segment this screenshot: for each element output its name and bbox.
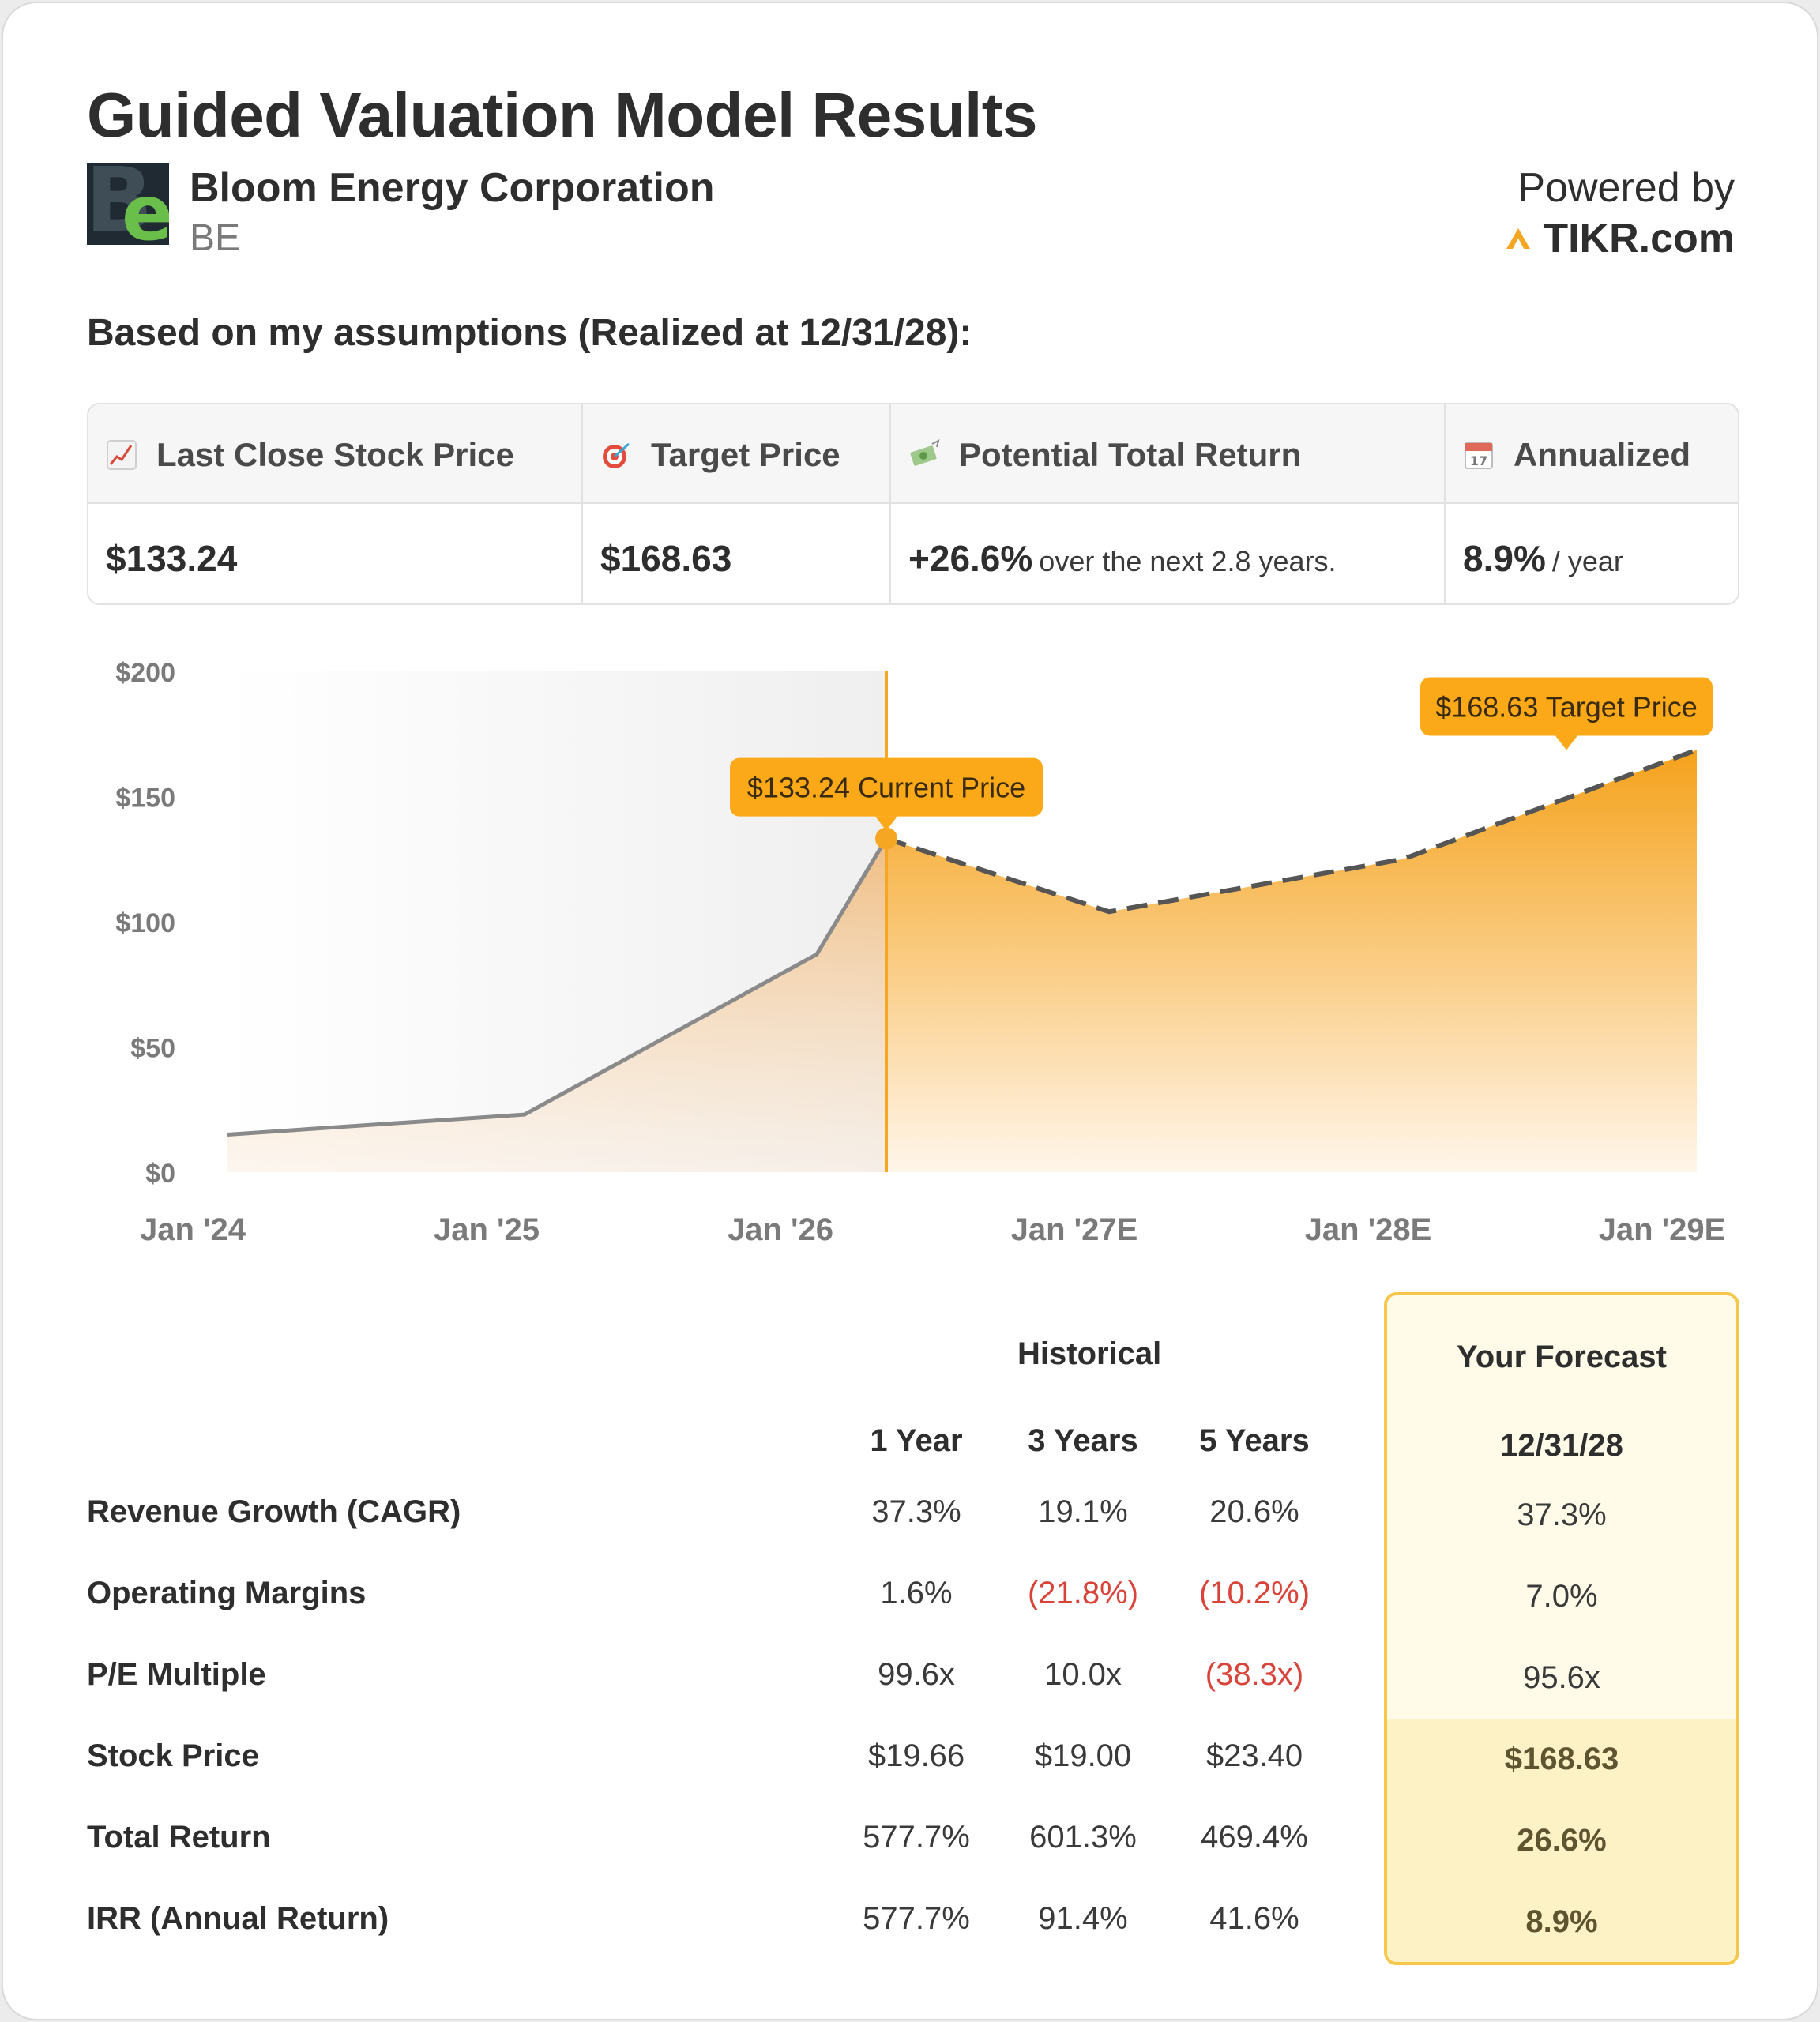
x-tick-label: Jan '27E [1011, 1212, 1138, 1247]
summary-label: Target Price [651, 436, 840, 473]
table-cell: 20.6% [1209, 1494, 1299, 1529]
forecast-line [886, 747, 1698, 915]
x-tick-label: Jan '26 [728, 1212, 833, 1247]
table-cell: $19.66 [867, 1738, 965, 1773]
row-label: P/E Multiple [87, 1657, 266, 1692]
table-cell: (21.8%) [1027, 1576, 1139, 1610]
table-cell: 19.1% [1038, 1494, 1128, 1529]
historical-line [227, 837, 889, 1137]
page-title: Guided Valuation Model Results [87, 80, 1037, 150]
y-tick-label: $0 [145, 1159, 175, 1189]
x-tick-label: Jan '24 [140, 1212, 246, 1247]
target-price-callout-label: $168.63 Target Price [1435, 690, 1698, 723]
row-label: IRR (Annual Return) [87, 1901, 389, 1936]
row-label: Operating Margins [87, 1576, 367, 1610]
historical-area [228, 838, 886, 1172]
last-close-value: $133.24 [106, 538, 238, 579]
price-chart: $200 $150 $100 $50 $0 Jan '24 Jan '25 Jan '26 Ja… [115, 658, 1726, 1247]
x-tick-label: Jan '28E [1305, 1212, 1432, 1247]
y-tick-label: $100 [115, 908, 175, 938]
table-cell: 99.6x [878, 1657, 955, 1692]
summary-col-total-return: Potential Total Return +26.6% over the ne… [889, 404, 1444, 603]
summary-table: Last Close Stock Price $133.24 Target Pr… [87, 403, 1739, 605]
summary-label: Annualized [1514, 436, 1691, 473]
svg-text:17: 17 [1470, 453, 1487, 468]
forecast-cell: 7.0% [1525, 1579, 1598, 1614]
current-price-callout-label: $133.24 Current Price [747, 772, 1025, 804]
x-tick-label: Jan '25 [434, 1212, 540, 1247]
calendar-icon: 17 [1463, 439, 1495, 471]
target-price-callout: $168.63 Target Price [1420, 677, 1713, 750]
forecast-cell: 95.6x [1523, 1660, 1600, 1695]
table-cell: (38.3x) [1205, 1657, 1304, 1692]
forecast-cell: 37.3% [1517, 1498, 1607, 1532]
row-label: Total Return [87, 1820, 271, 1855]
summary-label: Potential Total Return [959, 436, 1302, 473]
forecast-date: 12/31/28 [1500, 1428, 1623, 1463]
forecast-panel: Your Forecast 12/31/28 [1384, 1292, 1739, 1965]
forecast-cell: 26.6% [1517, 1823, 1607, 1858]
total-return-suffix: over the next 2.8 years. [1039, 545, 1337, 577]
target-price-callout-box [1420, 677, 1713, 736]
table-cell: $19.00 [1034, 1738, 1132, 1773]
table-cell: 1.6% [880, 1576, 953, 1610]
col-1-year: 1 Year [870, 1423, 963, 1458]
current-price-callout-box [730, 757, 1043, 817]
table-cell: 91.4% [1038, 1901, 1128, 1936]
total-return-value: +26.6% [908, 538, 1033, 579]
table-cell: 469.4% [1201, 1820, 1308, 1855]
table-cell: 577.7% [863, 1820, 970, 1855]
table-cell: (10.2%) [1198, 1576, 1310, 1610]
forecast-heading: Your Forecast [1457, 1340, 1667, 1374]
col-5-years: 5 Years [1199, 1423, 1310, 1458]
row-label: Stock Price [87, 1738, 259, 1773]
money-icon [908, 439, 940, 471]
summary-col-last-close: Last Close Stock Price $133.24 [88, 404, 581, 603]
tikr-brand-link[interactable]: TIKR.com [1505, 215, 1735, 262]
table-cell: 37.3% [871, 1494, 961, 1529]
x-tick-label: Jan '29E [1599, 1212, 1726, 1247]
company-name: Bloom Energy Corporation [190, 165, 715, 211]
annualized-value: 8.9% [1463, 538, 1546, 579]
forecast-area [886, 750, 1697, 1172]
target-icon [600, 439, 632, 471]
table-cell: 10.0x [1044, 1657, 1122, 1692]
annualized-suffix: / year [1551, 545, 1623, 577]
y-tick-label: $50 [130, 1034, 175, 1064]
brand-label: TIKR.com [1543, 216, 1735, 261]
assumptions-heading: Based on my assumptions (Realized at 12/… [87, 312, 972, 354]
summary-label: Last Close Stock Price [156, 436, 514, 473]
summary-col-annualized: 17 Annualized 8.9% / year [1444, 404, 1738, 603]
forecast-cell: 8.9% [1525, 1904, 1598, 1939]
forecast-cell: $168.63 [1504, 1742, 1619, 1776]
target-price-callout-pointer [1555, 735, 1577, 750]
table-cell: 601.3% [1029, 1820, 1137, 1855]
col-3-years: 3 Years [1028, 1423, 1138, 1458]
company-ticker: BE [190, 217, 241, 259]
current-price-callout-pointer [875, 816, 897, 831]
target-price-value: $168.63 [600, 538, 732, 579]
y-tick-label: $150 [115, 784, 175, 814]
summary-col-target: Target Price $168.63 [581, 404, 889, 603]
powered-by-label: Powered by [1517, 165, 1735, 211]
chart-up-icon [106, 439, 137, 471]
row-label: Revenue Growth (CAGR) [87, 1494, 461, 1529]
table-cell: 41.6% [1209, 1901, 1299, 1936]
current-price-point [875, 827, 897, 850]
historical-heading: Historical [1017, 1336, 1162, 1371]
table-cell: $23.40 [1205, 1738, 1303, 1773]
current-price-callout: $133.24 Current Price [730, 757, 1043, 831]
tikr-logo-icon [1506, 228, 1531, 249]
forecast-highlight [1387, 1719, 1736, 1962]
table-cell: 577.7% [863, 1901, 970, 1936]
y-tick-label: $200 [115, 658, 175, 688]
